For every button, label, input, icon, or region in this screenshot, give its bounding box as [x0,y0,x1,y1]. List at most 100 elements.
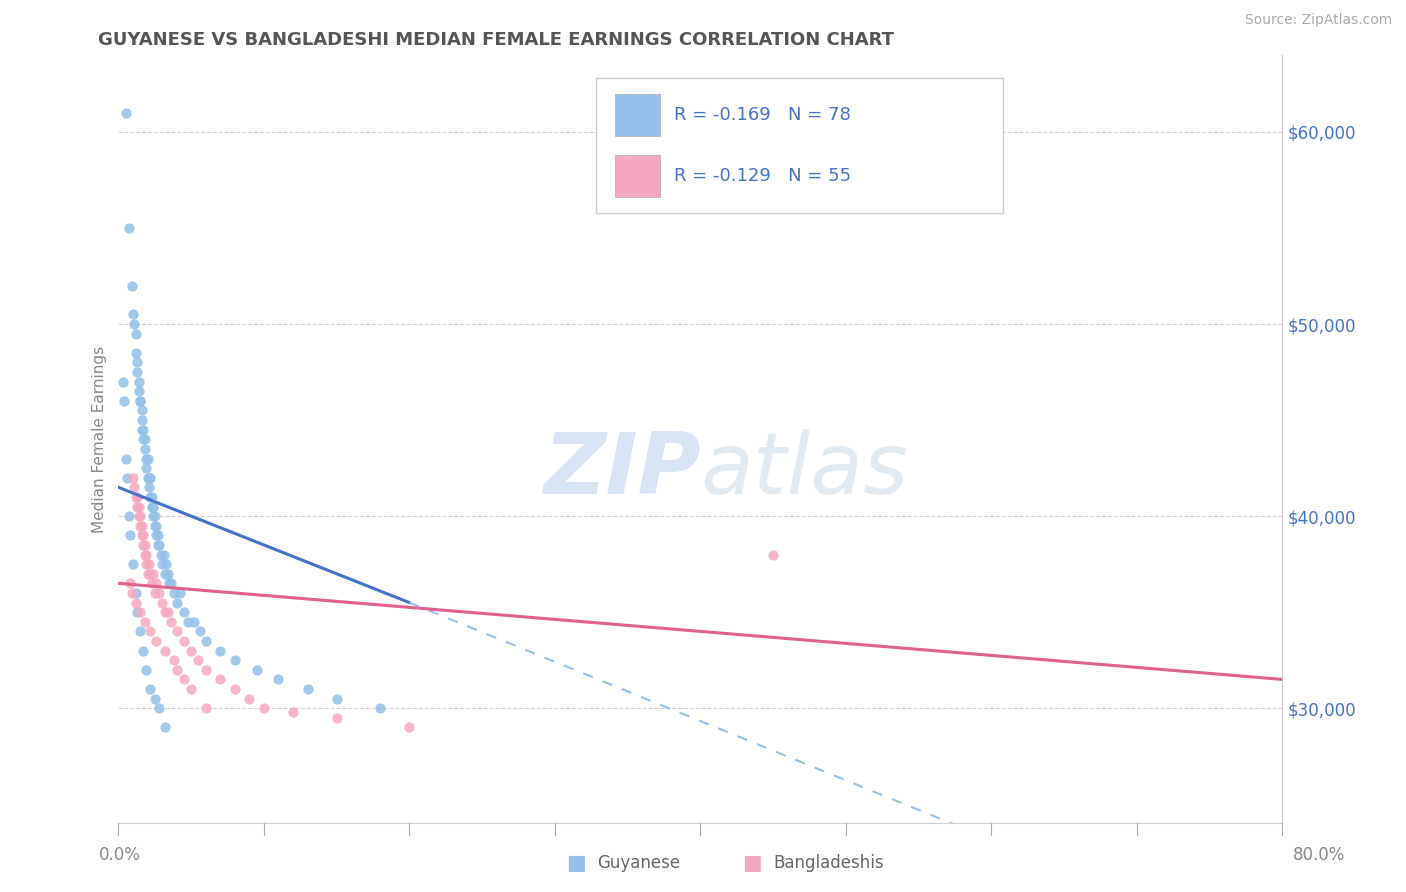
Point [127,500,149,514]
Text: ■: ■ [567,853,586,872]
Point [173,634,195,648]
Point [180,681,202,696]
Point [246,663,269,677]
Point [124,317,146,331]
Point [127,605,149,619]
Point [135,557,157,571]
Point [135,461,157,475]
Point [132,643,155,657]
Point [127,355,149,369]
Text: R = -0.129   N = 55: R = -0.129 N = 55 [673,167,851,186]
Point [127,490,149,504]
Point [129,605,152,619]
Point [152,548,174,562]
Point [142,566,165,581]
Point [125,326,148,341]
Point [115,471,138,485]
Point [132,423,155,437]
Point [128,500,150,514]
Text: atlas: atlas [700,428,908,511]
Point [153,605,176,619]
Point [143,518,166,533]
Point [163,586,186,600]
Point [253,701,276,715]
Point [138,471,160,485]
Point [146,538,169,552]
Text: Source: ZipAtlas.com: Source: ZipAtlas.com [1244,13,1392,28]
Point [177,615,200,629]
Point [370,701,392,715]
Point [142,500,165,514]
Point [139,566,162,581]
Point [143,691,166,706]
Point [150,596,173,610]
Point [129,518,152,533]
Point [122,471,145,485]
Point [128,384,150,399]
Point [238,691,260,706]
Point [159,615,181,629]
Bar [616,155,659,197]
Point [143,509,166,524]
Point [146,528,169,542]
Point [134,442,156,456]
Point [148,538,170,552]
Point [135,451,157,466]
Point [157,576,180,591]
Point [129,509,152,524]
Point [224,653,246,667]
Point [131,423,153,437]
Point [325,691,347,706]
Point [173,605,195,619]
Point [281,705,304,719]
Point [131,403,153,417]
Point [142,509,165,524]
Point [188,624,211,639]
Point [166,596,188,610]
Point [125,490,148,504]
Point [156,605,179,619]
Point [117,221,139,235]
Text: GUYANESE VS BANGLADESHI MEDIAN FEMALE EARNINGS CORRELATION CHART: GUYANESE VS BANGLADESHI MEDIAN FEMALE EA… [98,31,894,49]
Point [145,634,167,648]
Point [129,393,152,408]
Point [125,346,148,360]
Bar [616,94,659,136]
Point [155,557,177,571]
Point [125,586,148,600]
Point [224,681,246,696]
Point [150,557,173,571]
Point [139,490,162,504]
Point [136,471,159,485]
Point [134,432,156,446]
Point [143,586,166,600]
Text: ZIP: ZIP [543,428,700,511]
Text: R = -0.169   N = 78: R = -0.169 N = 78 [673,105,851,124]
Point [166,663,188,677]
Point [125,596,148,610]
Point [135,663,157,677]
Point [180,643,202,657]
Point [114,105,136,120]
Point [166,624,188,639]
Text: 80.0%: 80.0% [1292,846,1346,863]
Point [141,576,163,591]
Point [134,538,156,552]
Point [127,365,149,379]
Point [128,375,150,389]
Point [117,509,139,524]
Point [141,500,163,514]
Point [124,480,146,494]
Point [267,673,290,687]
Point [173,673,195,687]
Point [139,681,162,696]
Point [149,548,172,562]
Point [153,721,176,735]
Point [183,615,205,629]
Point [209,673,232,687]
Point [138,480,160,494]
Text: Bangladeshis: Bangladeshis [773,854,884,871]
Point [128,509,150,524]
Point [209,643,232,657]
Point [135,548,157,562]
